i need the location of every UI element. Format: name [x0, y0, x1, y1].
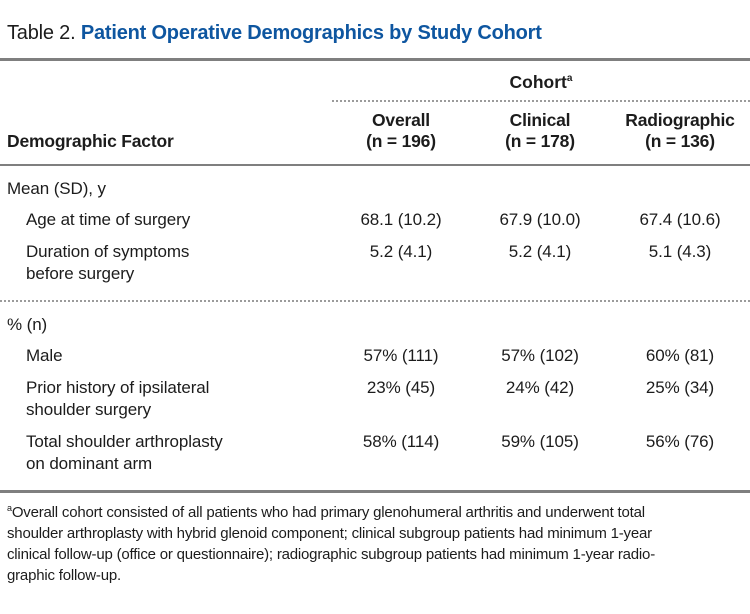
cell-value: 23% (45) [366, 378, 436, 397]
cell-value: 67.9 (10.0) [499, 210, 581, 229]
column-name: Clinical [509, 110, 571, 130]
header-rule [0, 164, 750, 166]
footnote-marker: a [7, 503, 12, 513]
cell-value: 67.4 (10.6) [639, 210, 721, 229]
cell-value: 25% (34) [645, 378, 715, 397]
column-header-clinical: Clinical (n = 178) [470, 110, 610, 152]
table-row: Male 57% (111) 57% (102) 60% (81) [0, 345, 750, 367]
row-label-duration: Duration of symptoms before surgery [26, 242, 190, 283]
footnote-line: aOverall cohort consisted of all patient… [7, 502, 750, 523]
column-n: (n = 178) [505, 131, 575, 151]
column-n: (n = 196) [366, 131, 436, 151]
column-header-row: Demographic Factor Overall (n = 196) Cli… [0, 110, 750, 164]
row-label-prior-history: Prior history of ipsilateral shoulder su… [26, 378, 210, 419]
table-title-text: Patient Operative Demographics by Study … [80, 22, 542, 44]
cohort-footnote-marker: a [566, 73, 573, 85]
footnote: aOverall cohort consisted of all patient… [0, 502, 750, 586]
cell-value: 59% (105) [501, 432, 579, 451]
row-header-label: Demographic Factor [7, 131, 174, 151]
cell-value: 24% (42) [505, 378, 575, 397]
cohort-spanner-label: Cohort [509, 72, 567, 92]
column-header-radiographic: Radiographic (n = 136) [610, 110, 750, 152]
cell-value: 5.1 (4.3) [648, 242, 712, 261]
cell-value: 68.1 (10.2) [360, 210, 442, 229]
section-label-mean-sd: Mean (SD), y [7, 179, 106, 198]
spanner-spacer [0, 72, 332, 102]
table-row: Duration of symptoms before surgery 5.2 … [0, 241, 750, 285]
cell-value: 57% (111) [363, 346, 439, 365]
column-n: (n = 136) [645, 131, 715, 151]
table-row: Total shoulder arthroplasty on dominant … [0, 431, 750, 475]
row-label-male: Male [26, 346, 63, 365]
cell-value: 56% (76) [645, 432, 715, 451]
cell-value: 58% (114) [362, 432, 440, 451]
table-number: Table 2. [7, 22, 81, 44]
table-row: Age at time of surgery 68.1 (10.2) 67.9 … [0, 209, 750, 231]
bottom-rule [0, 490, 750, 493]
cell-value: 5.2 (4.1) [508, 242, 572, 261]
section-label-percent-n: % (n) [7, 315, 48, 334]
row-label-age: Age at time of surgery [26, 210, 191, 229]
row-label-total-arthroplasty: Total shoulder arthroplasty on dominant … [26, 432, 223, 473]
cohort-spanner-row: Cohorta [0, 72, 750, 102]
cohort-spanner: Cohorta [332, 72, 750, 102]
cell-value: 5.2 (4.1) [369, 242, 433, 261]
cell-value: 60% (81) [645, 346, 715, 365]
table-title: Table 2. Patient Operative Demographics … [0, 22, 750, 45]
table-row: Prior history of ipsilateral shoulder su… [0, 377, 750, 421]
footnote-line: clinical follow-up (office or questionna… [7, 546, 655, 563]
top-rule [0, 58, 750, 61]
column-header-overall: Overall (n = 196) [332, 110, 470, 152]
cell-value: 57% (102) [501, 346, 579, 365]
section-divider [0, 300, 750, 302]
footnote-text: Overall cohort consisted of all patients… [11, 504, 645, 521]
column-name: Overall [372, 110, 430, 130]
column-name: Radiographic [625, 110, 735, 130]
footnote-line: graphic follow-up. [7, 567, 121, 584]
footnote-line: shoulder arthroplasty with hybrid glenoi… [7, 525, 652, 542]
